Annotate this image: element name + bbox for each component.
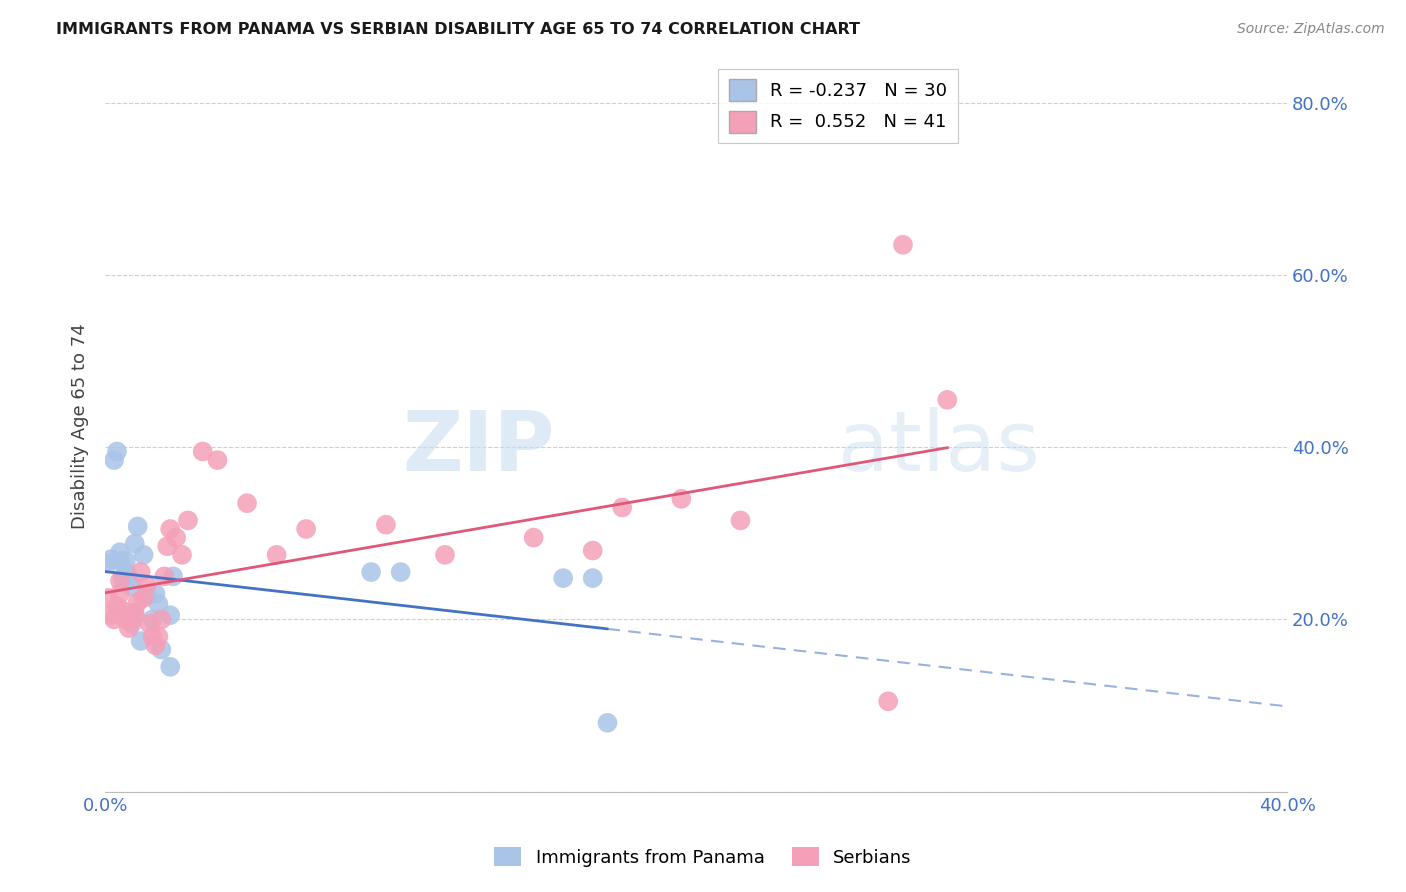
Point xyxy=(150,612,173,626)
Point xyxy=(553,571,575,585)
Point xyxy=(145,638,167,652)
Y-axis label: Disability Age 65 to 74: Disability Age 65 to 74 xyxy=(72,323,89,529)
Point xyxy=(129,634,152,648)
Point xyxy=(132,548,155,562)
Point xyxy=(159,660,181,674)
Point xyxy=(148,597,170,611)
Point xyxy=(124,608,146,623)
Point xyxy=(138,616,160,631)
Point xyxy=(105,444,128,458)
Point xyxy=(596,715,619,730)
Point xyxy=(891,237,914,252)
Point xyxy=(127,519,149,533)
Point xyxy=(108,586,131,600)
Point xyxy=(150,642,173,657)
Point xyxy=(671,491,693,506)
Text: IMMIGRANTS FROM PANAMA VS SERBIAN DISABILITY AGE 65 TO 74 CORRELATION CHART: IMMIGRANTS FROM PANAMA VS SERBIAN DISABI… xyxy=(56,22,860,37)
Point xyxy=(97,591,120,605)
Point xyxy=(434,548,457,562)
Point xyxy=(153,569,176,583)
Point xyxy=(162,569,184,583)
Point xyxy=(100,608,122,623)
Point xyxy=(582,543,605,558)
Point xyxy=(100,552,122,566)
Point xyxy=(360,565,382,579)
Text: atlas: atlas xyxy=(838,407,1039,488)
Point xyxy=(170,548,193,562)
Point xyxy=(148,630,170,644)
Text: ZIP: ZIP xyxy=(402,407,554,488)
Point xyxy=(118,571,141,585)
Point xyxy=(124,536,146,550)
Point xyxy=(121,580,143,594)
Point xyxy=(121,616,143,631)
Point xyxy=(97,557,120,571)
Legend: Immigrants from Panama, Serbians: Immigrants from Panama, Serbians xyxy=(486,840,920,874)
Text: Source: ZipAtlas.com: Source: ZipAtlas.com xyxy=(1237,22,1385,37)
Point xyxy=(141,612,163,626)
Point xyxy=(115,612,138,626)
Point xyxy=(165,531,187,545)
Legend: R = -0.237   N = 30, R =  0.552   N = 41: R = -0.237 N = 30, R = 0.552 N = 41 xyxy=(718,69,957,144)
Point xyxy=(159,608,181,623)
Point xyxy=(877,694,900,708)
Point xyxy=(115,554,138,568)
Point xyxy=(266,548,288,562)
Point xyxy=(159,522,181,536)
Point xyxy=(582,571,605,585)
Point xyxy=(730,513,752,527)
Point xyxy=(135,588,157,602)
Point xyxy=(177,513,200,527)
Point xyxy=(115,565,138,579)
Point xyxy=(156,539,179,553)
Point xyxy=(191,444,214,458)
Point xyxy=(118,621,141,635)
Point xyxy=(124,606,146,620)
Point xyxy=(108,554,131,568)
Point xyxy=(103,453,125,467)
Point xyxy=(374,517,396,532)
Point xyxy=(295,522,318,536)
Point xyxy=(103,612,125,626)
Point xyxy=(936,392,959,407)
Point xyxy=(108,574,131,588)
Point xyxy=(121,612,143,626)
Point xyxy=(108,545,131,559)
Point xyxy=(127,595,149,609)
Point xyxy=(145,586,167,600)
Point xyxy=(111,604,134,618)
Point xyxy=(105,599,128,614)
Point xyxy=(207,453,229,467)
Point xyxy=(389,565,412,579)
Point xyxy=(132,591,155,605)
Point xyxy=(612,500,634,515)
Point xyxy=(141,630,163,644)
Point xyxy=(129,565,152,579)
Point xyxy=(135,578,157,592)
Point xyxy=(236,496,259,510)
Point xyxy=(111,571,134,585)
Point xyxy=(523,531,546,545)
